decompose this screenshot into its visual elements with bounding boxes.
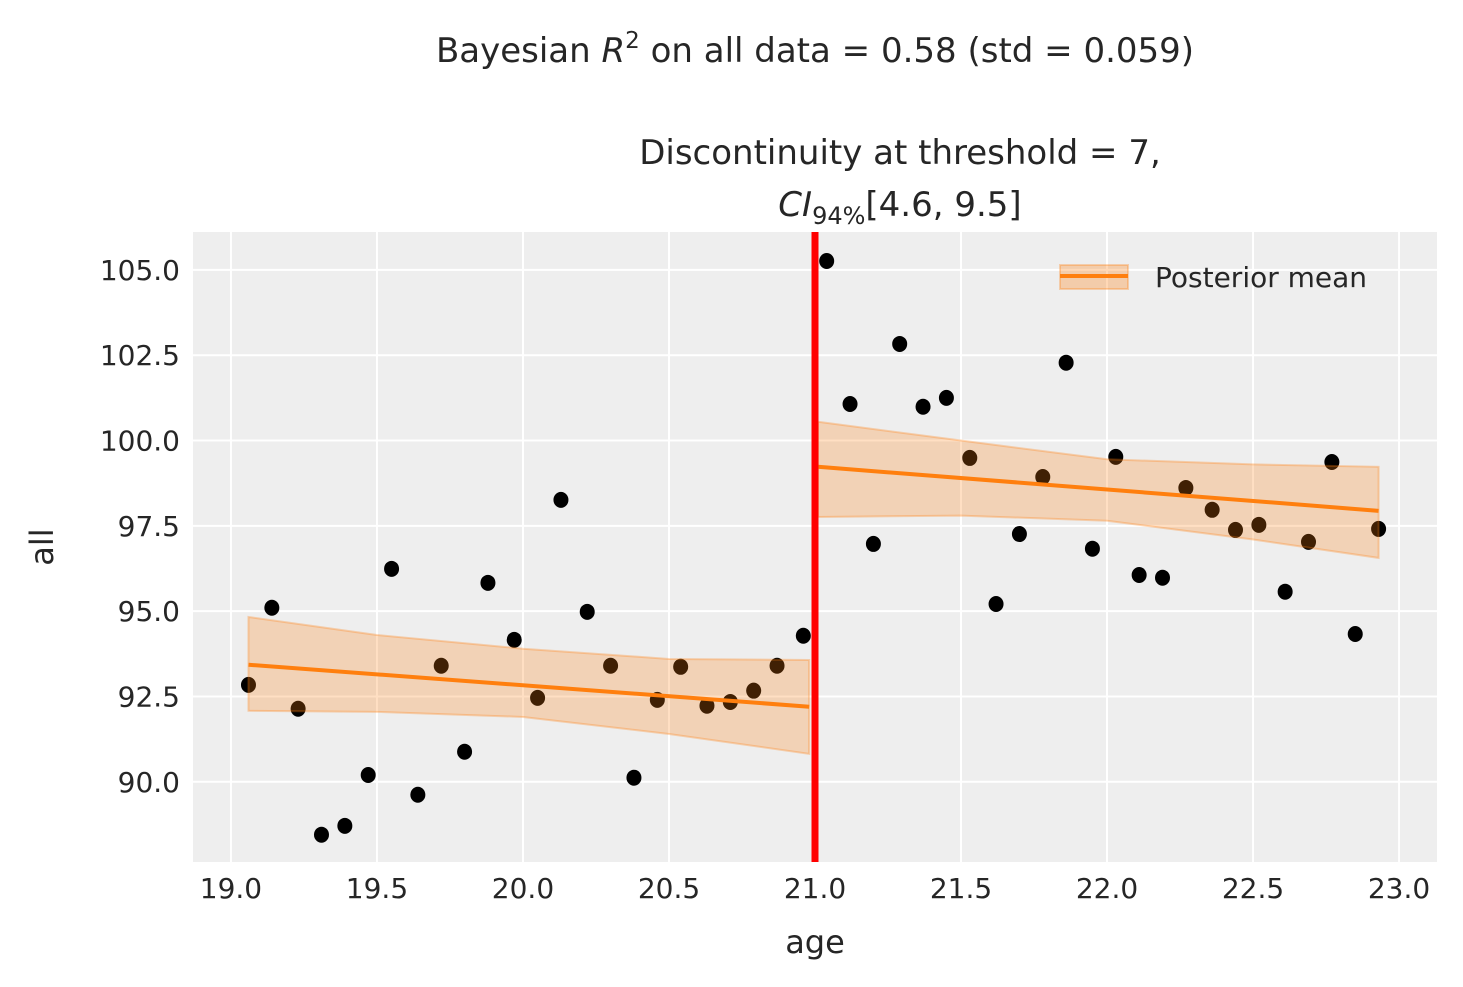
posterior-mean-line (248, 662, 810, 709)
y-tick-label: 90.0 (118, 766, 180, 799)
data-point (1058, 354, 1074, 371)
x-tick-label: 22.0 (1076, 872, 1138, 905)
posterior-mean-line (817, 464, 1379, 513)
data-point (457, 743, 473, 760)
data-point (746, 682, 762, 699)
data-point (1347, 626, 1363, 643)
x-tick-label: 23.0 (1368, 872, 1430, 905)
x-tick-label: 21.0 (784, 872, 846, 905)
data-point (530, 689, 546, 706)
x-axis-label: age (785, 923, 845, 961)
data-point (673, 658, 689, 675)
x-tick-label: 20.0 (492, 872, 554, 905)
data-point (1371, 520, 1387, 537)
data-point (384, 560, 400, 577)
data-point (892, 335, 908, 352)
data-point (1084, 540, 1100, 557)
data-point (433, 657, 449, 674)
data-point (313, 826, 329, 843)
data-point (553, 491, 569, 508)
data-point (1277, 583, 1293, 600)
title-line-2: CI94%[4.6, 9.5] (778, 185, 1021, 230)
data-point (842, 396, 858, 413)
y-tick-label: 97.5 (118, 510, 180, 543)
x-tick-label: 22.5 (1222, 872, 1284, 905)
data-point (819, 253, 835, 270)
data-point (410, 786, 426, 803)
y-tick-label: 100.0 (100, 425, 180, 458)
data-point (290, 700, 306, 717)
data-point (1228, 521, 1244, 538)
data-point (1204, 501, 1220, 518)
data-point (506, 631, 522, 648)
data-point (480, 574, 496, 591)
y-axis-label: all (23, 528, 61, 565)
y-tick-label: 105.0 (100, 254, 180, 287)
data-point (988, 595, 1004, 612)
data-point (1035, 469, 1051, 486)
y-tick-label: 102.5 (100, 339, 180, 372)
legend-label: Posterior mean (1155, 261, 1367, 294)
data-point (603, 657, 619, 674)
data-point (264, 599, 280, 616)
data-point (865, 535, 881, 552)
data-point (337, 817, 353, 834)
data-point (1108, 448, 1124, 465)
data-point (240, 676, 256, 693)
mean-lines (248, 464, 1379, 709)
data-points (240, 253, 1387, 843)
data-point (1251, 516, 1267, 533)
y-tick-labels: 90.0 92.5 95.0 97.5 100.0 102.5 105.0 (100, 254, 180, 799)
x-tick-label: 19.5 (346, 872, 408, 905)
data-point (915, 398, 931, 415)
legend[interactable]: Posterior mean (1059, 261, 1367, 294)
data-point (360, 766, 376, 783)
x-tick-label: 19.0 (200, 872, 262, 905)
data-point (1155, 569, 1171, 586)
data-point (795, 627, 811, 644)
data-point (1301, 533, 1317, 550)
data-point (769, 657, 785, 674)
data-point (579, 603, 595, 620)
suptitle: Bayesian R2 on all data = 0.58 (std = 0.… (436, 28, 1194, 71)
y-tick-label: 95.0 (118, 595, 180, 628)
title-line-1: Discontinuity at threshold = 7, (639, 133, 1161, 173)
x-tick-label: 21.5 (930, 872, 992, 905)
x-tick-labels: 19.0 19.5 20.0 20.5 21.0 21.5 22.0 22.5 23.0 (200, 872, 1430, 905)
data-point (1011, 526, 1027, 543)
data-point (962, 449, 978, 466)
x-tick-label: 20.5 (638, 872, 700, 905)
data-point (1324, 454, 1340, 471)
data-point (626, 769, 642, 786)
data-point (699, 697, 715, 714)
y-tick-label: 92.5 (118, 680, 180, 713)
data-point (1131, 566, 1147, 583)
data-point (1178, 479, 1194, 496)
data-point (938, 389, 954, 406)
